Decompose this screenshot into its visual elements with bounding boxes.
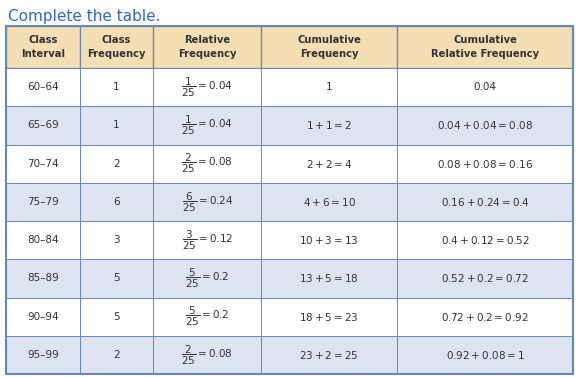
Text: $2 + 2 = 4$: $2 + 2 = 4$ [306, 158, 353, 170]
Bar [80, 221, 153, 259]
Text: 60–64: 60–64 [27, 82, 58, 92]
Text: $\dfrac{2}{25} = 0.08$: $\dfrac{2}{25} = 0.08$ [181, 343, 233, 366]
Bar [6, 336, 80, 374]
Bar [261, 68, 397, 106]
Bar [397, 183, 573, 221]
Bar [397, 297, 573, 336]
Text: $\dfrac{5}{25} = 0.2$: $\dfrac{5}{25} = 0.2$ [185, 267, 229, 290]
Bar [261, 26, 397, 68]
Text: 5: 5 [113, 273, 120, 284]
Text: Class
Interval: Class Interval [21, 35, 65, 58]
Bar [397, 106, 573, 144]
Bar [397, 26, 573, 68]
Text: 6: 6 [113, 197, 120, 207]
Text: Complete the table.: Complete the table. [8, 9, 160, 23]
Bar [261, 221, 397, 259]
Bar [261, 336, 397, 374]
Text: Class
Frequency: Class Frequency [87, 35, 146, 58]
Bar [153, 297, 261, 336]
Bar [6, 26, 80, 68]
Bar [261, 106, 397, 144]
Text: $\dfrac{2}{25} = 0.08$: $\dfrac{2}{25} = 0.08$ [181, 152, 233, 175]
Bar [80, 297, 153, 336]
Text: $\dfrac{5}{25} = 0.2$: $\dfrac{5}{25} = 0.2$ [185, 305, 229, 328]
Text: $4 + 6 = 10$: $4 + 6 = 10$ [303, 196, 356, 208]
Text: $0.04 + 0.04 = 0.08$: $0.04 + 0.04 = 0.08$ [437, 120, 533, 131]
Text: 85–89: 85–89 [27, 273, 58, 284]
Bar [6, 183, 80, 221]
Bar [153, 336, 261, 374]
Text: $10 + 3 = 13$: $10 + 3 = 13$ [299, 234, 359, 246]
Text: Cumulative
Relative Frequency: Cumulative Relative Frequency [431, 35, 539, 58]
Bar [153, 26, 261, 68]
Bar [261, 183, 397, 221]
Text: $\dfrac{3}{25} = 0.12$: $\dfrac{3}{25} = 0.12$ [182, 228, 233, 252]
Text: 5: 5 [113, 312, 120, 322]
Bar [153, 221, 261, 259]
Text: $\dfrac{6}{25} = 0.24$: $\dfrac{6}{25} = 0.24$ [182, 190, 233, 213]
Bar [80, 26, 153, 68]
Text: 1: 1 [113, 82, 120, 92]
Text: $0.72 + 0.2 = 0.92$: $0.72 + 0.2 = 0.92$ [441, 311, 529, 323]
Bar [397, 221, 573, 259]
Text: $0.52 + 0.2 = 0.72$: $0.52 + 0.2 = 0.72$ [441, 272, 529, 284]
Bar [80, 106, 153, 144]
Bar [6, 144, 80, 183]
Bar [397, 144, 573, 183]
Bar [153, 144, 261, 183]
Bar [6, 221, 80, 259]
Text: 65–69: 65–69 [27, 120, 58, 130]
Bar [80, 259, 153, 297]
Text: $0.16 + 0.24 = 0.4$: $0.16 + 0.24 = 0.4$ [441, 196, 530, 208]
Bar [80, 144, 153, 183]
Bar [153, 183, 261, 221]
Text: $0.92 + 0.08 = 1$: $0.92 + 0.08 = 1$ [445, 349, 525, 361]
Text: 90–94: 90–94 [27, 312, 58, 322]
Bar [397, 336, 573, 374]
Text: $1 + 1 = 2$: $1 + 1 = 2$ [306, 120, 352, 131]
Bar [397, 259, 573, 297]
Bar [261, 144, 397, 183]
Text: 3: 3 [113, 235, 120, 245]
Text: 2: 2 [113, 350, 120, 360]
Text: $18 + 5 = 23$: $18 + 5 = 23$ [299, 311, 359, 323]
Bar [6, 106, 80, 144]
Text: 1: 1 [326, 82, 332, 92]
Text: $0.4 + 0.12 = 0.52$: $0.4 + 0.12 = 0.52$ [441, 234, 530, 246]
Bar [153, 106, 261, 144]
Bar [261, 259, 397, 297]
Bar [80, 68, 153, 106]
Text: $13 + 5 = 18$: $13 + 5 = 18$ [299, 272, 359, 284]
Bar [153, 68, 261, 106]
Text: 1: 1 [113, 120, 120, 130]
Text: $23 + 2 = 25$: $23 + 2 = 25$ [299, 349, 359, 361]
Text: $\dfrac{1}{25} = 0.04$: $\dfrac{1}{25} = 0.04$ [181, 75, 233, 99]
Text: Relative
Frequency: Relative Frequency [178, 35, 237, 58]
Bar [397, 68, 573, 106]
Bar [6, 259, 80, 297]
Text: 95–99: 95–99 [27, 350, 58, 360]
Text: 70–74: 70–74 [27, 159, 58, 169]
Text: $0.08 + 0.08 = 0.16$: $0.08 + 0.08 = 0.16$ [437, 158, 533, 170]
Text: 80–84: 80–84 [27, 235, 58, 245]
Text: 2: 2 [113, 159, 120, 169]
Bar [261, 297, 397, 336]
Text: 75–79: 75–79 [27, 197, 58, 207]
Bar [80, 183, 153, 221]
Text: $\dfrac{1}{25} = 0.04$: $\dfrac{1}{25} = 0.04$ [181, 114, 233, 137]
Bar [153, 259, 261, 297]
Bar [6, 297, 80, 336]
Text: 0.04: 0.04 [474, 82, 497, 92]
Bar [80, 336, 153, 374]
Bar [6, 68, 80, 106]
Text: Cumulative
Frequency: Cumulative Frequency [297, 35, 361, 58]
